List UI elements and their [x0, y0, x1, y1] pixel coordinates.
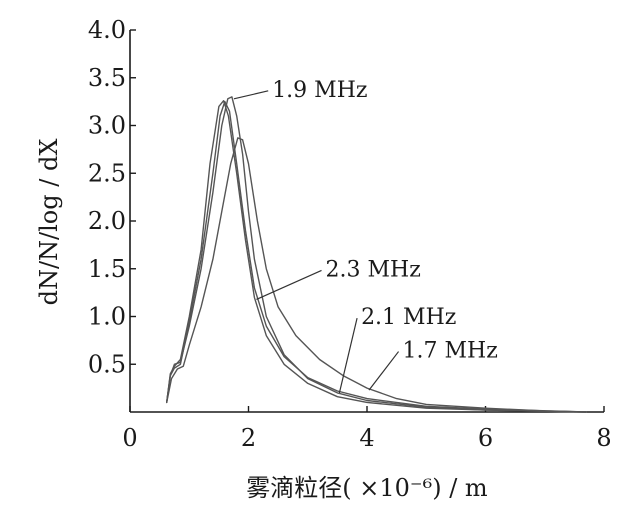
annotation-leader — [338, 318, 358, 394]
series-layer — [166, 96, 587, 413]
y-tick-label: 4.0 — [88, 16, 126, 44]
series-label: 1.9 MHz — [272, 78, 367, 103]
series-annotations: 1.9 MHz 2.3 MHz 2.1 MHz 1.7 MHz — [233, 78, 498, 394]
series-label: 1.7 MHz — [403, 339, 498, 364]
x-tick-label: 4 — [359, 424, 374, 452]
x-tick-label: 0 — [122, 424, 137, 452]
annotation-leader — [368, 351, 400, 391]
x-tick-label: 6 — [478, 424, 493, 452]
series-label: 2.3 MHz — [326, 257, 421, 282]
series-line-0 — [166, 96, 587, 413]
series-line-2 — [166, 100, 587, 413]
y-tick-label: 1.0 — [88, 303, 126, 331]
y-tick-label: 3.0 — [88, 112, 126, 140]
x-tick-label: 8 — [596, 424, 611, 452]
x-axis-title: 雾滴粒径( ×10⁻⁶) / m — [246, 474, 488, 502]
y-axis-ticks: 0.5 1.0 1.5 2.0 2.5 3.0 3.5 4.0 — [88, 16, 136, 378]
series-line-1 — [166, 100, 587, 413]
y-axis-title: dN/N/log / dX — [35, 139, 63, 306]
y-tick-label: 1.5 — [88, 255, 126, 283]
annotation-leader — [233, 90, 269, 100]
annotation-leader — [256, 269, 322, 300]
y-tick-label: 0.5 — [88, 350, 126, 378]
x-tick-label: 2 — [241, 424, 256, 452]
x-axis-ticks: 0 2 4 6 8 — [122, 406, 612, 452]
series-label: 2.1 MHz — [361, 305, 456, 330]
y-tick-label: 2.0 — [88, 207, 126, 235]
y-tick-label: 2.5 — [88, 159, 126, 187]
y-tick-label: 3.5 — [88, 64, 126, 92]
series-line-3 — [166, 137, 587, 413]
